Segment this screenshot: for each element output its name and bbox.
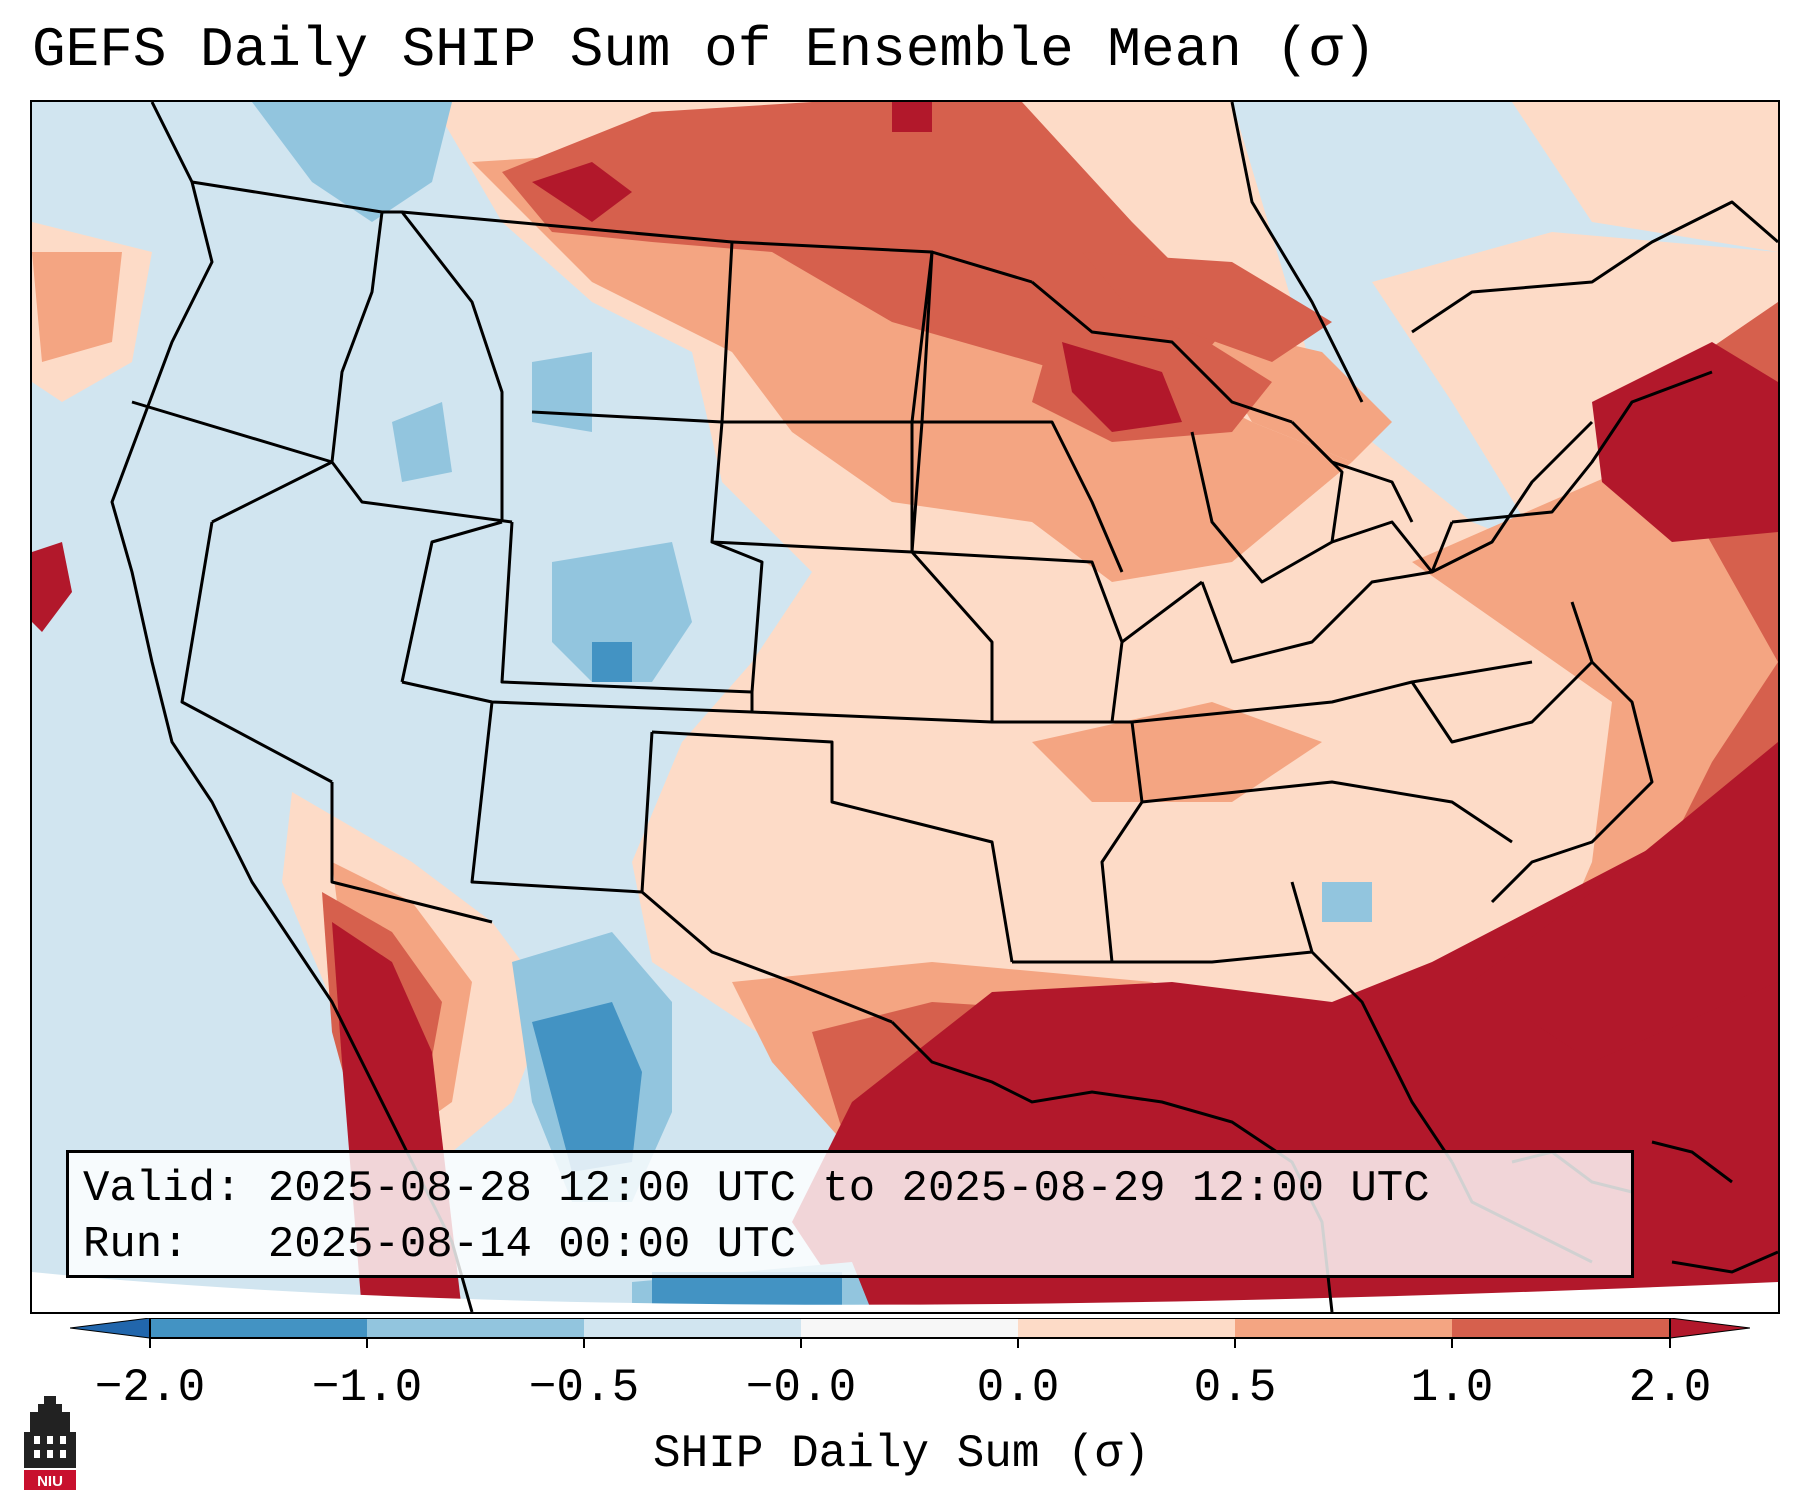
- colorbar-svg: [69, 1317, 1751, 1348]
- colorbar-bin-4: [1018, 1318, 1235, 1338]
- colorbar-bin-0: [150, 1318, 367, 1338]
- logo-text: NIU: [37, 1473, 63, 1490]
- colorbar: [69, 1317, 1751, 1356]
- colorbar-label: SHIP Daily Sum (σ): [653, 1428, 1150, 1480]
- colorbar-bin-2: [584, 1318, 801, 1338]
- colorbar-outline: [149, 1317, 1671, 1339]
- tick-label: 1.0: [1410, 1362, 1494, 1414]
- colorbar-ticks: [149, 1338, 1671, 1348]
- colorbar-bin-3: [801, 1318, 1018, 1338]
- run-line: Run: 2025-08-14 00:00 UTC: [83, 1220, 796, 1270]
- colorbar-left-arrow: [69, 1317, 151, 1339]
- tick-label: −2.0: [94, 1362, 206, 1414]
- colorbar-bin-5: [1235, 1318, 1452, 1338]
- logo-badge: [24, 1470, 76, 1490]
- map-canvas: [32, 102, 1778, 1312]
- tick-label: 0.0: [976, 1362, 1060, 1414]
- map-title: GEFS Daily SHIP Sum of Ensemble Mean (σ): [32, 18, 1377, 82]
- field-dark-blue: [532, 642, 842, 1312]
- colorbar-right-arrow: [1669, 1317, 1751, 1339]
- tick-label: −0.5: [528, 1362, 640, 1414]
- niu-logo: NIU: [20, 1392, 80, 1496]
- tick-label: −1.0: [311, 1362, 423, 1414]
- tick-label: 2.0: [1628, 1362, 1712, 1414]
- info-box: Valid: 2025-08-28 12:00 UTC to 2025-08-2…: [66, 1150, 1634, 1278]
- map-frame: [30, 100, 1780, 1314]
- valid-line: Valid: 2025-08-28 12:00 UTC to 2025-08-2…: [83, 1164, 1430, 1214]
- tick-label: 0.5: [1193, 1362, 1277, 1414]
- colorbar-bin-1: [367, 1318, 584, 1338]
- state-boundaries: [110, 102, 1778, 1312]
- colorbar-bin-6: [1452, 1318, 1670, 1338]
- tick-label: −0.0: [745, 1362, 857, 1414]
